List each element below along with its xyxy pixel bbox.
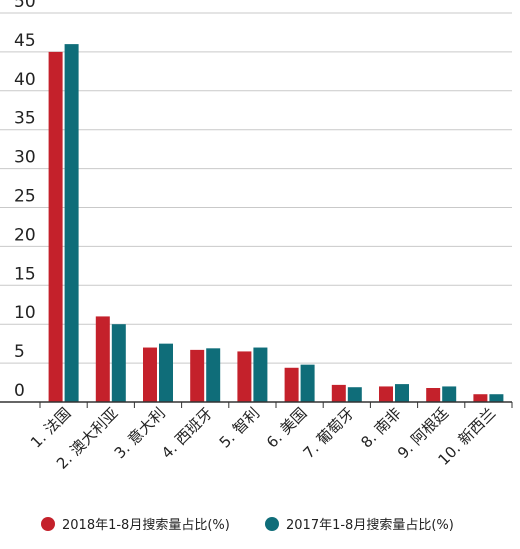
bar-series2-cat9 (442, 386, 457, 402)
bar-series2-cat6 (300, 364, 315, 402)
bar-series1-cat2 (95, 316, 110, 402)
bar-series2-cat10 (489, 394, 504, 402)
y-tick-label: 15 (14, 264, 36, 284)
y-tick-label: 40 (14, 70, 36, 90)
legend-swatch-series1 (41, 517, 55, 531)
bar-series2-cat3 (159, 343, 173, 402)
bar-series1-cat9 (426, 387, 441, 402)
x-category-label: 4. 西班牙 (158, 404, 216, 462)
bar-series2-cat4 (206, 348, 221, 402)
bar-series1-cat8 (379, 386, 393, 402)
bar-series2-cat8 (395, 384, 409, 402)
y-tick-label: 45 (14, 31, 36, 51)
y-tick-label: 30 (14, 148, 36, 168)
y-tick-label: 20 (14, 225, 36, 245)
bar-series1-cat1 (48, 51, 63, 403)
y-tick-label: 25 (14, 187, 36, 207)
x-category-label: 5. 智利 (216, 404, 263, 451)
legend-label-series1: 2018年1-8月搜索量占比(%) (62, 518, 230, 533)
grid-layer (0, 12, 512, 364)
y-tick-label: 50 (14, 0, 36, 12)
legend-label-series2: 2017年1-8月搜索量占比(%) (286, 518, 454, 533)
bar-series1-cat10 (473, 394, 488, 402)
x-category-label: 7. 葡萄牙 (300, 404, 358, 462)
axis-layer (0, 401, 513, 408)
y-tick-label: 10 (14, 303, 36, 323)
x-category-label: 3. 意大利 (111, 404, 169, 462)
bar-series2-cat2 (111, 324, 126, 402)
y-tick-label: 35 (14, 109, 36, 129)
y-tick-label: 0 (14, 381, 25, 401)
bar-series1-cat4 (190, 349, 205, 402)
bar-series2-cat1 (64, 44, 79, 403)
bar-series2-cat5 (253, 347, 268, 402)
bar-series2-cat7 (347, 387, 362, 402)
y-tick-label: 5 (14, 342, 25, 362)
y-tick-labels: 0 5 10 15 20 25 30 35 40 45 50 (14, 0, 36, 401)
bar-series1-cat3 (143, 347, 157, 402)
bar-series1-cat6 (284, 367, 299, 402)
legend-swatch-series2 (265, 517, 279, 531)
bar-series1-cat7 (331, 384, 346, 402)
bars-layer (48, 44, 504, 403)
bar-series1-cat5 (237, 351, 252, 402)
legend: 2018年1-8月搜索量占比(%) 2017年1-8月搜索量占比(%) (41, 517, 454, 533)
